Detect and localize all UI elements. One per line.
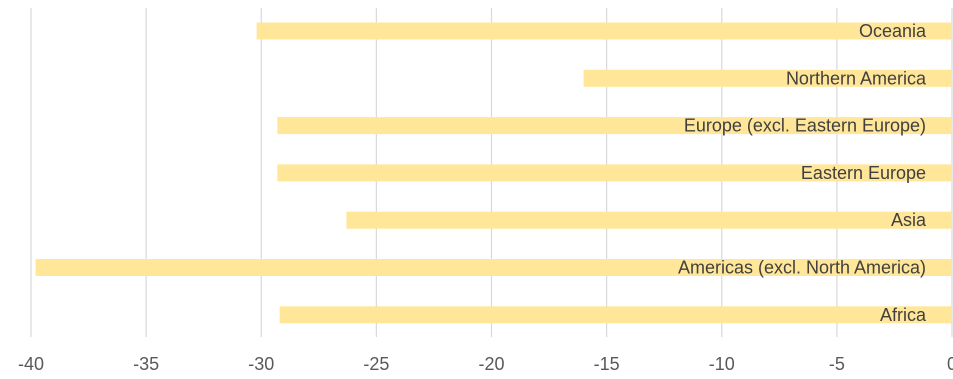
x-axis-tick-labels: -40 -35 -30 -25 -20 -15 -10 -5 0	[18, 354, 953, 374]
bars	[35, 22, 953, 324]
category-label: Asia	[891, 210, 927, 230]
x-tick-label: -15	[594, 354, 620, 374]
x-tick-label: -30	[248, 354, 274, 374]
bar-oceania	[256, 22, 952, 40]
bar-americas-excl-north-america	[35, 259, 953, 276]
bar-africa	[279, 306, 952, 324]
bar-eastern-europe	[277, 164, 952, 182]
bar-northern-america	[583, 69, 952, 87]
category-label: Oceania	[859, 21, 927, 41]
bar-europe-excl-eastern-europe	[277, 117, 952, 135]
category-label: Africa	[880, 305, 927, 325]
x-tick-label: -25	[363, 354, 389, 374]
category-labels: Oceania Northern America Europe (excl. Eas…	[678, 21, 927, 325]
category-label: Americas (excl. North America)	[678, 258, 926, 278]
x-tick-label: -40	[18, 354, 44, 374]
x-tick-label: -10	[709, 354, 735, 374]
category-label: Northern America	[786, 68, 927, 88]
x-tick-label: 0	[947, 354, 953, 374]
category-label: Europe (excl. Eastern Europe)	[684, 116, 926, 136]
category-label: Eastern Europe	[801, 163, 926, 183]
x-tick-label: -20	[478, 354, 504, 374]
x-tick-label: -35	[133, 354, 159, 374]
bar-asia	[346, 211, 952, 229]
x-tick-label: -5	[829, 354, 845, 374]
